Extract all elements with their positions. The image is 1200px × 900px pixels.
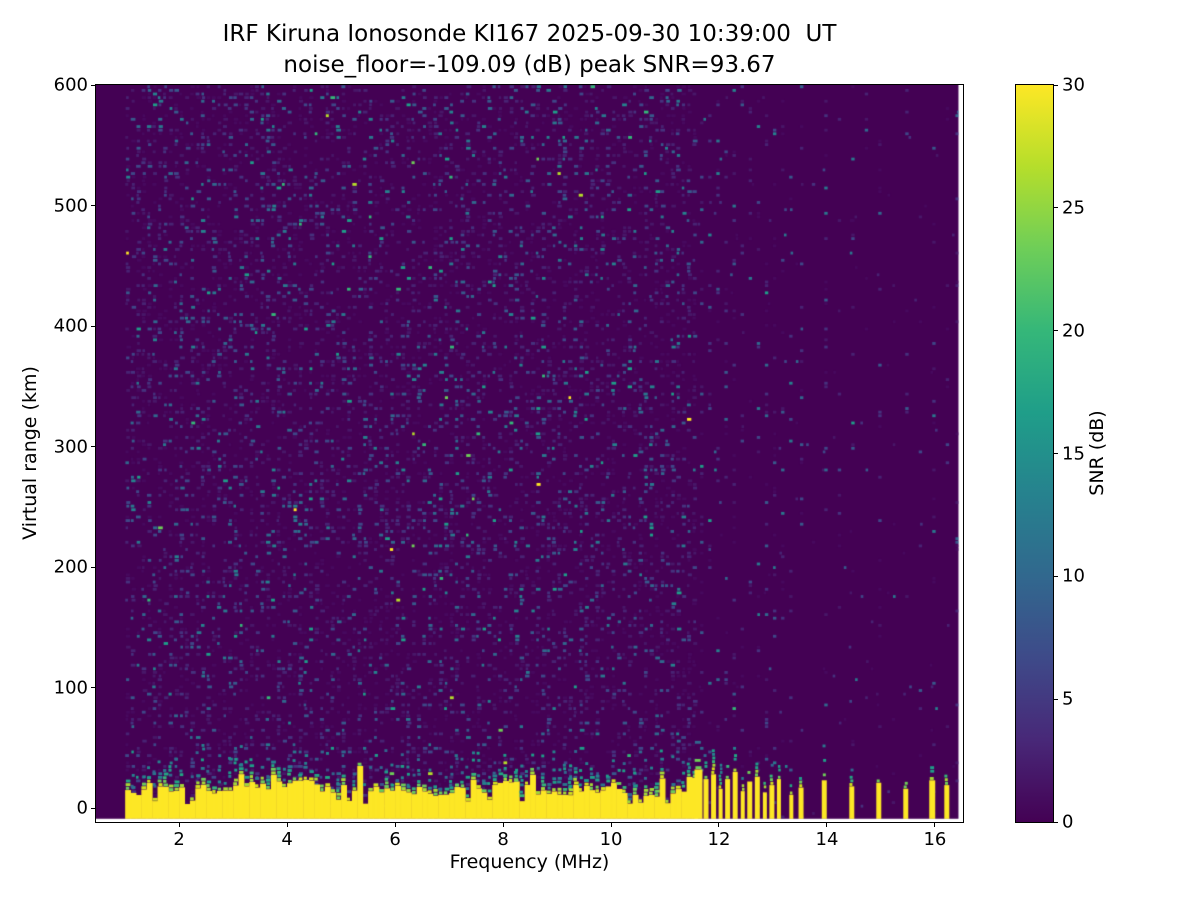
y-axis-label: Virtual range (km) [19,366,41,540]
colorbar-tick [1054,698,1058,700]
x-tick-label: 8 [497,829,509,850]
plot-area [95,84,964,823]
plot-title: IRF Kiruna Ionosonde KI167 2025-09-30 10… [222,21,837,47]
x-tick-label: 14 [815,829,839,850]
y-tick-label: 600 [53,74,88,96]
colorbar-tick [1054,453,1058,454]
x-tick [718,823,720,827]
y-tick [91,205,95,206]
colorbar-tick-label: 0 [1062,811,1074,833]
colorbar-tick-label: 30 [1062,74,1085,96]
x-tick [826,823,828,827]
y-tick-label: 400 [53,315,88,337]
x-tick [610,823,612,827]
x-tick-label: 12 [707,829,731,850]
y-tick [91,84,95,86]
x-tick-label: 16 [923,829,947,850]
colorbar [1015,84,1054,823]
x-tick-label: 10 [599,829,623,850]
colorbar-tick-label: 25 [1062,197,1085,219]
y-tick-label: 100 [53,677,88,699]
y-tick [91,807,95,809]
colorbar-tick-label: 5 [1062,688,1074,710]
colorbar-tick [1054,821,1058,823]
x-tick-label: 2 [173,829,185,850]
colorbar-tick-label: 10 [1062,565,1085,587]
y-tick [91,566,95,568]
x-tick [934,823,936,827]
plot-subtitle: noise_floor=-109.09 (dB) peak SNR=93.67 [283,52,776,78]
y-tick [91,446,95,447]
y-tick-label: 200 [53,556,88,578]
colorbar-tick [1054,330,1058,332]
y-tick [91,687,95,689]
colorbar-tick [1054,84,1058,86]
x-tick-label: 6 [389,829,401,850]
y-tick-label: 500 [53,195,88,216]
x-tick [286,823,288,827]
colorbar-tick-label: 15 [1062,443,1085,464]
y-tick-label: 0 [76,797,88,819]
colorbar-tick [1054,575,1058,577]
ionogram-heatmap [96,85,963,822]
x-tick [394,823,396,827]
y-tick-label: 300 [53,436,88,457]
x-tick-label: 4 [281,829,293,850]
colorbar-tick [1054,207,1058,209]
x-tick [502,823,504,827]
colorbar-tick-label: 20 [1062,320,1085,342]
x-axis-label: Frequency (MHz) [449,851,610,873]
y-tick [91,325,95,327]
colorbar-label: SNR (dB) [1086,410,1108,496]
x-tick [178,823,180,827]
